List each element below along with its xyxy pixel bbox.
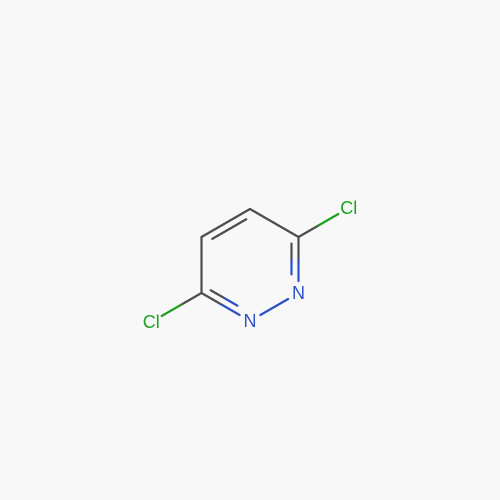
atom-label-cl: Cl [340,198,357,218]
molecule-diagram: N N Cl Cl [0,0,500,500]
bond [260,299,288,315]
atom-label-n: N [244,311,257,331]
atom-label-n: N [292,283,305,303]
bond-inner [211,290,238,305]
bond [250,209,298,237]
bond [298,214,338,237]
bond [202,209,250,237]
bond [162,293,202,316]
atom-label-cl: Cl [143,312,160,332]
